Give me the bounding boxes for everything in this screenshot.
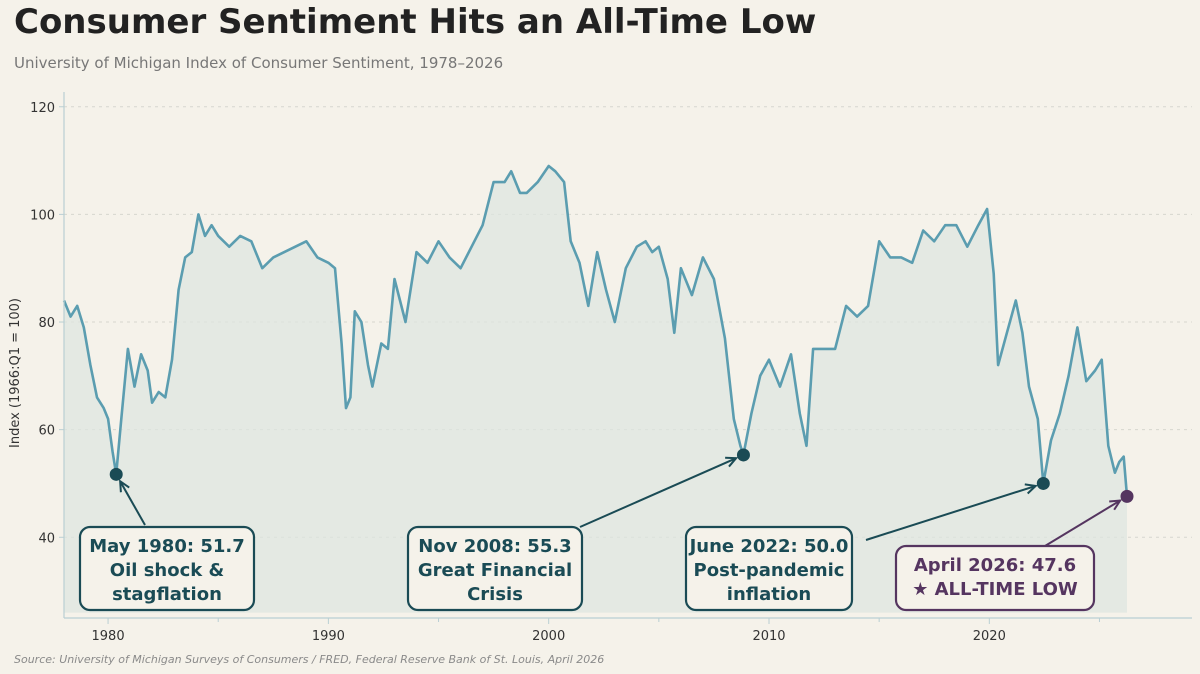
source-note: Source: University of Michigan Surveys o…	[14, 653, 605, 666]
annotation-box	[406, 525, 584, 612]
annotation-label: May 1980: 51.7	[89, 536, 244, 557]
annotation-box	[894, 544, 1096, 612]
x-tick-label: 1980	[92, 629, 125, 644]
annotation-box	[78, 525, 256, 612]
annotation-label: Post-pandemic	[694, 560, 845, 581]
x-tick-label: 1990	[312, 629, 345, 644]
annotation-arrowhead	[725, 456, 739, 468]
x-tick-label: 2010	[752, 629, 785, 644]
annotation-point	[736, 448, 750, 462]
chart-title: Consumer Sentiment Hits an All-Time Low	[14, 2, 817, 42]
annotation-arrow	[865, 484, 1036, 541]
x-tick-label: 2000	[532, 629, 565, 644]
annotation-point	[1036, 476, 1050, 490]
annotation-arrowhead	[1024, 483, 1038, 495]
annotation-label: inflation	[727, 584, 811, 605]
annotation-arrow	[579, 457, 737, 528]
annotation-point	[109, 467, 123, 481]
y-axis-label: Index (1966:Q1 = 100)	[8, 298, 23, 448]
sentiment-area	[64, 166, 1127, 613]
annotation-point	[1120, 489, 1134, 503]
y-tick-label: 40	[38, 531, 55, 546]
annotation-label: Oil shock &	[110, 560, 224, 581]
annotation-arrowhead	[1109, 499, 1123, 511]
annotation-label: ★ ALL-TIME LOW	[912, 579, 1078, 600]
y-tick-label: 100	[30, 208, 55, 223]
annotation-label: June 2022: 50.0	[688, 536, 849, 557]
annotation-arrow	[1044, 499, 1121, 547]
y-tick-label: 60	[38, 424, 55, 439]
annotation-label: stagflation	[112, 584, 222, 605]
annotation-label: Crisis	[467, 584, 523, 605]
y-tick-label: 80	[38, 316, 55, 331]
y-tick-label: 120	[30, 101, 55, 116]
annotation-label: April 2026: 47.6	[914, 555, 1076, 576]
x-tick-label: 2020	[973, 629, 1006, 644]
annotation-box	[684, 525, 854, 612]
sentiment-line	[62, 164, 1129, 497]
chart-subtitle: University of Michigan Index of Consumer…	[14, 54, 504, 72]
annotation-arrow	[119, 480, 146, 526]
annotation-label: Great Financial	[418, 560, 572, 581]
annotation-arrowhead	[119, 479, 130, 493]
annotation-label: Nov 2008: 55.3	[418, 536, 571, 557]
